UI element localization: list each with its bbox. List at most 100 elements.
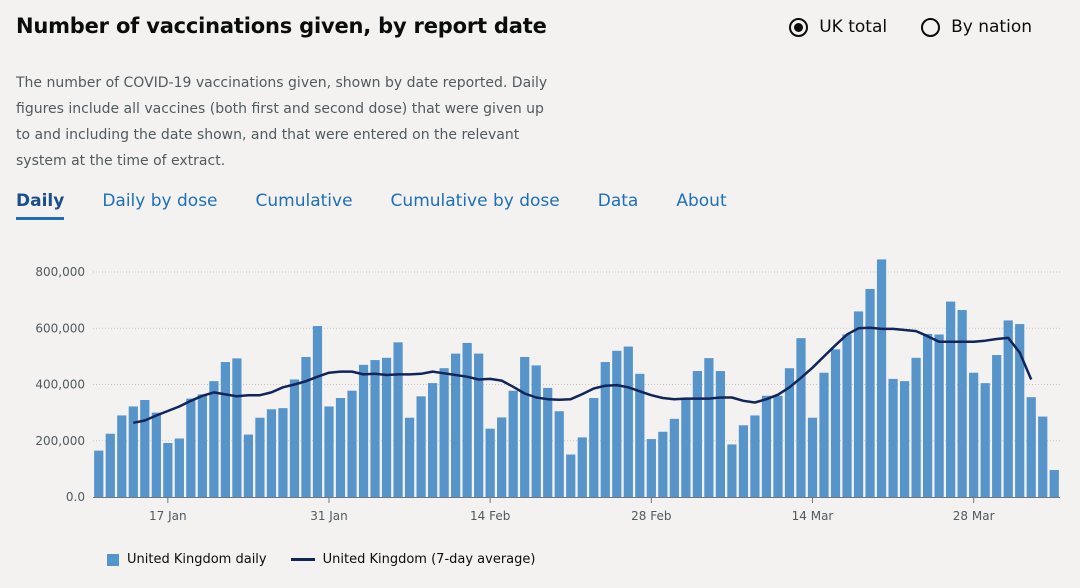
bar — [220, 362, 230, 497]
bar — [266, 409, 277, 497]
legend-item-daily[interactable]: United Kingdom daily — [107, 552, 267, 567]
legend-label-daily: United Kingdom daily — [127, 552, 267, 567]
bar — [911, 357, 921, 497]
bar — [946, 301, 956, 497]
bar — [209, 381, 219, 497]
bar — [888, 378, 898, 497]
bar — [692, 371, 702, 497]
bar — [151, 412, 161, 497]
bar — [531, 365, 541, 497]
bar — [1038, 416, 1048, 497]
tab-bar: Daily Daily by dose Cumulative Cumulativ… — [16, 191, 727, 220]
bar — [1049, 470, 1059, 497]
bar — [566, 454, 576, 497]
bar — [969, 372, 979, 497]
bar — [589, 398, 599, 497]
bar — [174, 438, 184, 497]
y-tick-label: 400,000 — [35, 378, 85, 392]
bar — [796, 338, 806, 497]
bar — [140, 399, 150, 497]
bar — [439, 368, 449, 497]
bar — [577, 437, 587, 497]
view-radio-group: UK total By nation — [789, 17, 1032, 37]
bar — [358, 364, 369, 497]
bar — [853, 311, 864, 497]
bar — [243, 434, 254, 497]
x-tick-label: 31 Jan — [310, 509, 348, 523]
vaccinations-chart: 0.0 200,000 400,000 600,000 800,000 17 Jan 31 … — [35, 259, 1060, 523]
radio-uk-total-label: UK total — [819, 17, 888, 37]
tab-about[interactable]: About — [676, 191, 727, 211]
bar — [278, 408, 288, 497]
bar — [612, 350, 622, 497]
bar — [923, 333, 933, 497]
bar — [393, 342, 403, 497]
legend-item-average[interactable]: United Kingdom (7-day average) — [290, 552, 535, 567]
bar — [474, 353, 484, 497]
radio-uk-total[interactable]: UK total — [789, 17, 887, 37]
bar — [980, 383, 990, 497]
bar — [335, 398, 346, 497]
bar — [427, 383, 438, 497]
tab-cumulative[interactable]: Cumulative — [255, 191, 353, 211]
bar — [301, 356, 311, 497]
bar — [807, 417, 818, 497]
bar — [876, 259, 887, 497]
bar — [554, 411, 564, 497]
bar — [163, 443, 173, 497]
bar — [635, 373, 645, 497]
bar — [865, 288, 875, 497]
bar — [704, 358, 714, 497]
tab-daily-by-dose[interactable]: Daily by dose — [102, 191, 218, 211]
bar — [485, 428, 495, 497]
bar — [623, 346, 633, 497]
bar — [255, 417, 265, 497]
bar — [451, 353, 461, 497]
legend-bar-swatch-icon — [107, 553, 119, 566]
radio-unselected-icon[interactable] — [921, 17, 941, 37]
bar — [761, 395, 772, 497]
bar — [830, 349, 841, 497]
bar — [105, 433, 115, 497]
bar — [347, 390, 357, 497]
average-line — [133, 326, 1033, 425]
y-tick-label: 800,000 — [35, 265, 85, 279]
bar — [600, 362, 610, 497]
bar — [197, 394, 207, 497]
bar — [819, 372, 829, 497]
bar — [934, 334, 944, 497]
bar — [370, 360, 380, 497]
bar — [669, 418, 679, 497]
radio-by-nation-label: By nation — [951, 17, 1032, 37]
radio-by-nation[interactable]: By nation — [921, 17, 1032, 37]
bar — [681, 398, 691, 497]
bar — [186, 398, 196, 497]
bar — [543, 387, 553, 497]
bar — [381, 357, 392, 497]
bar — [738, 425, 749, 497]
bar — [324, 406, 334, 497]
bar — [646, 439, 656, 497]
bar — [404, 417, 415, 497]
bar — [462, 342, 472, 497]
bar — [842, 334, 852, 497]
radio-selected-icon[interactable] — [789, 17, 809, 37]
tab-daily[interactable]: Daily — [16, 191, 65, 220]
bar — [94, 450, 104, 497]
y-tick-label: 0.0 — [66, 490, 85, 504]
page-title: Number of vaccinations given, by report … — [16, 14, 547, 38]
x-tick-label: 28 Mar — [953, 509, 995, 523]
tab-cumulative-by-dose[interactable]: Cumulative by dose — [390, 191, 560, 211]
chart-description: The number of COVID-19 vaccinations give… — [16, 75, 548, 169]
bar — [957, 310, 967, 497]
bar — [750, 415, 760, 497]
bar — [727, 444, 737, 497]
y-tick-label: 200,000 — [35, 434, 85, 448]
bar — [715, 371, 726, 497]
bar — [1003, 320, 1013, 497]
bar — [992, 355, 1002, 497]
bar — [232, 358, 242, 497]
tab-data[interactable]: Data — [597, 191, 639, 211]
x-tick-label: 28 Feb — [631, 509, 671, 523]
chart-legend: United Kingdom daily United Kingdom (7-d… — [107, 552, 535, 567]
